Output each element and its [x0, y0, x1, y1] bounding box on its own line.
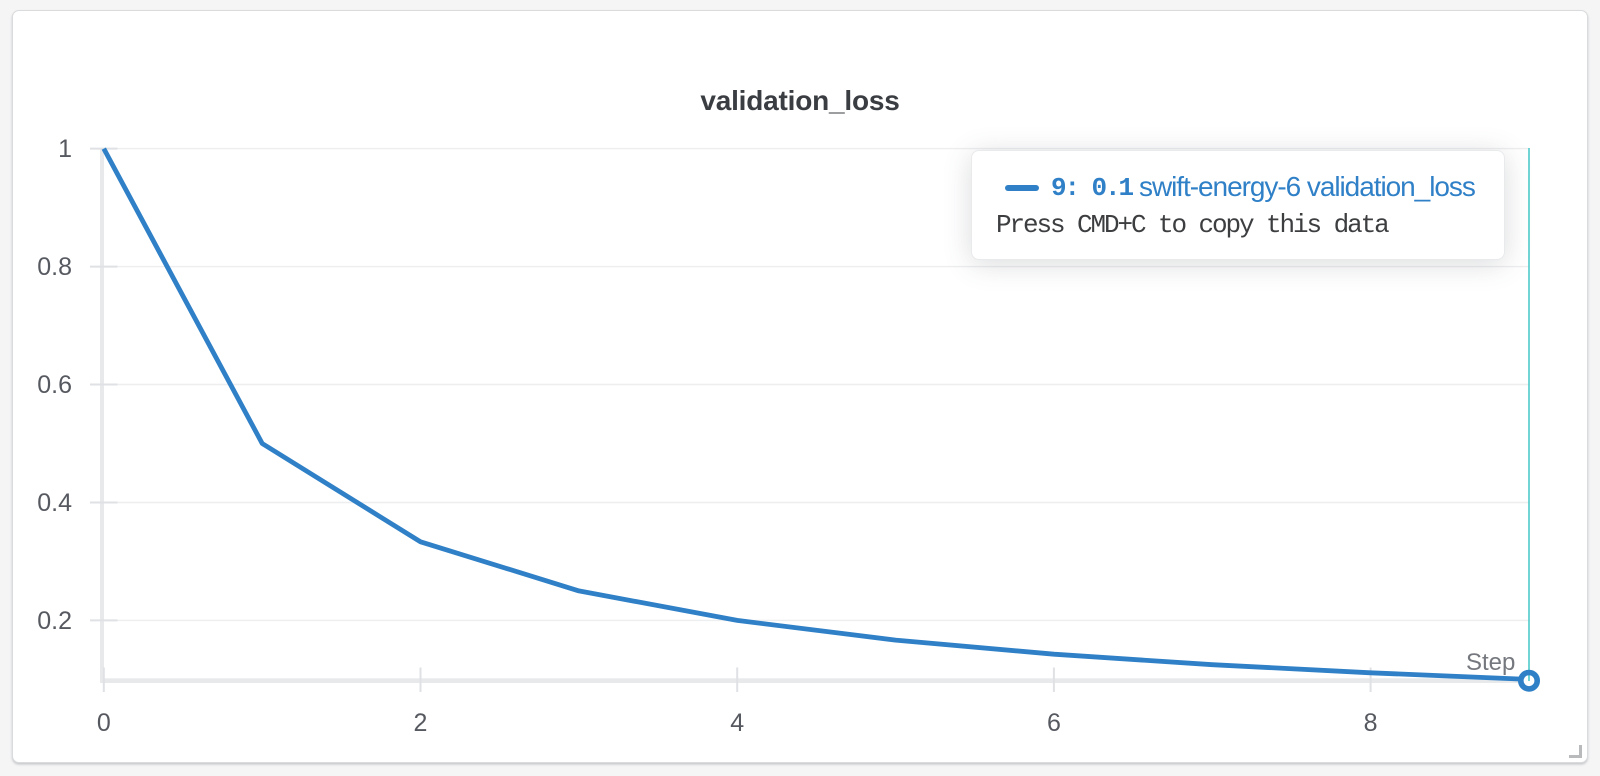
svg-text:8: 8	[1364, 709, 1378, 737]
svg-text:4: 4	[730, 709, 744, 737]
svg-text:0.6: 0.6	[37, 371, 72, 399]
svg-text:2: 2	[414, 709, 428, 737]
svg-text:1: 1	[58, 135, 72, 163]
svg-text:0.8: 0.8	[37, 253, 72, 281]
svg-text:0.2: 0.2	[37, 607, 72, 635]
svg-text:6: 6	[1047, 709, 1061, 737]
svg-text:0: 0	[97, 709, 111, 737]
svg-text:0.4: 0.4	[37, 489, 72, 517]
